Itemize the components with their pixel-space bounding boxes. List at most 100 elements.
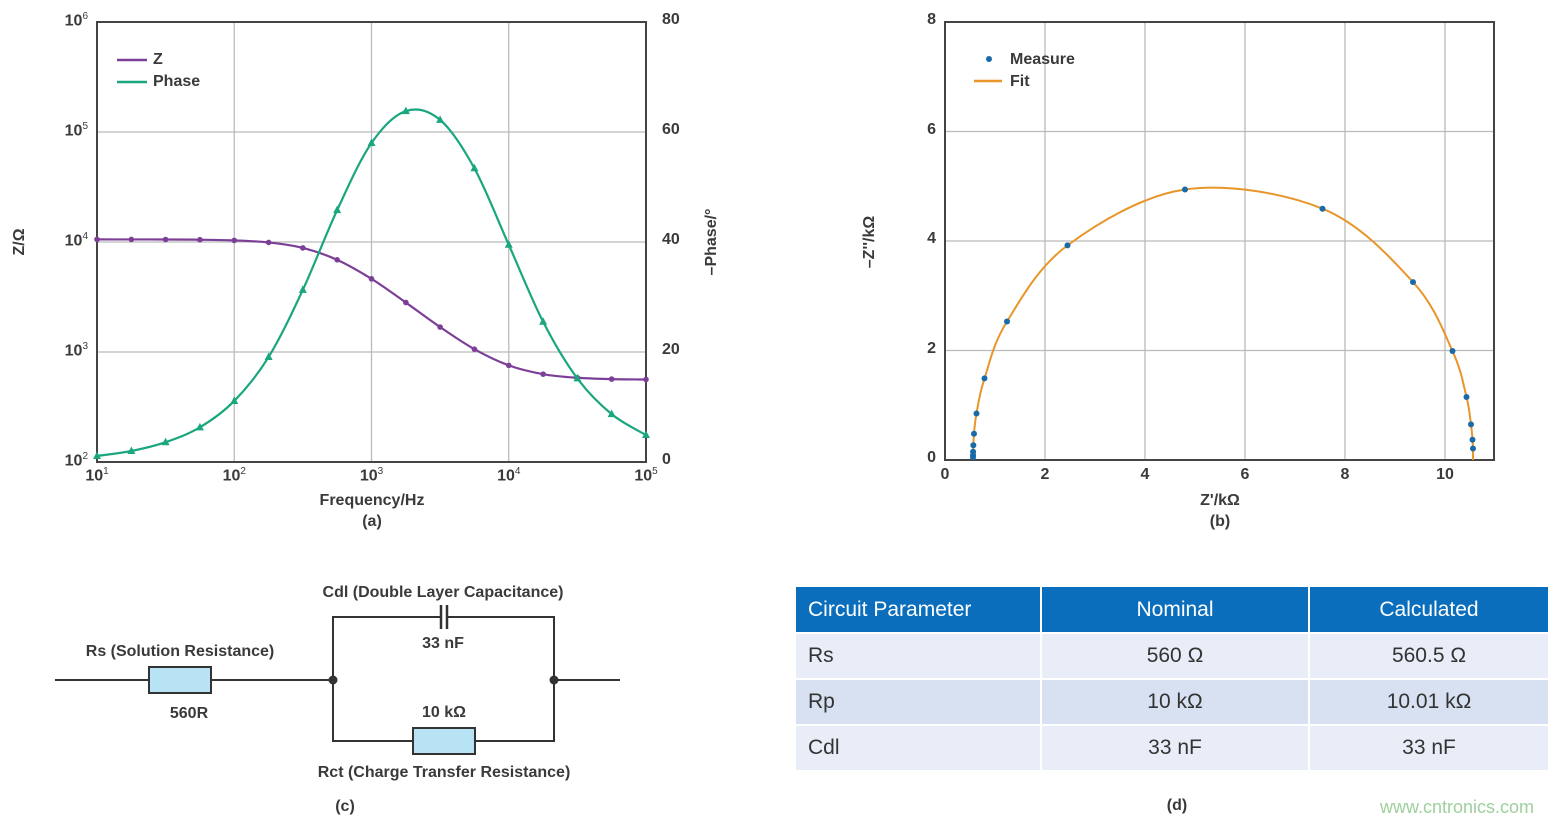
cdl-label: Cdl (Double Layer Capacitance): [322, 584, 564, 601]
measure-point: [1182, 186, 1188, 193]
y2-tick-label: 0: [662, 451, 671, 468]
x-tick-label: 6: [1240, 466, 1250, 483]
x-tick-label: 8: [1340, 466, 1350, 483]
header-nominal: Nominal: [1041, 587, 1310, 633]
header-parameter: Circuit Parameter: [796, 587, 1042, 633]
chart-a-y2label: –Phase/°: [703, 208, 720, 276]
x-tick-label: 101: [85, 466, 109, 485]
measure-point: [1004, 318, 1010, 325]
chart-a-caption: (a): [362, 513, 382, 530]
rs-resistor-icon: [148, 666, 212, 694]
phase-point: [401, 106, 410, 115]
measure-point: [1470, 445, 1476, 452]
phase-point: [195, 422, 204, 431]
z-point: [94, 236, 100, 243]
y-tick-label: 102: [64, 451, 88, 470]
phase-point: [333, 205, 342, 214]
y2-tick-label: 80: [662, 11, 680, 28]
z-point: [368, 276, 375, 282]
z-point: [540, 371, 546, 377]
x-tick-label: 10: [1436, 466, 1454, 483]
z-point: [231, 237, 238, 244]
legend-phase-label: Phase: [153, 73, 201, 90]
phase-point: [93, 451, 101, 459]
z-point: [300, 245, 306, 251]
z-point: [471, 346, 478, 352]
x-tick-label: 102: [222, 466, 246, 485]
circuit-wires: [55, 616, 620, 742]
measure-point: [971, 430, 977, 437]
watermark: www.cntronics.com: [1380, 797, 1535, 817]
rct-label: Rct (Charge Transfer Resistance): [317, 764, 571, 781]
phase-point: [642, 430, 650, 439]
z-point: [437, 324, 443, 330]
phase-point: [436, 115, 445, 123]
table-caption: (d): [1166, 797, 1188, 814]
chart-b-frame: [944, 21, 1495, 461]
cell: Rs: [796, 632, 1042, 679]
y-tick-label: 0: [927, 449, 936, 466]
chart-a-xlabel: Frequency/Hz: [319, 492, 425, 509]
capacitor-icon: [439, 605, 449, 629]
cell: 10 kΩ: [1041, 678, 1310, 725]
rct-resistor-icon: [412, 727, 476, 755]
phase-point: [298, 285, 307, 293]
legend-measure-label: Measure: [1010, 51, 1075, 68]
cell: 560.5 Ω: [1309, 632, 1550, 679]
phase-point: [607, 409, 616, 418]
z-point: [197, 236, 203, 243]
measure-point: [1468, 421, 1474, 428]
legend-fit-label: Fit: [1010, 73, 1030, 90]
x-tick-label: 103: [359, 466, 384, 485]
cell: 33 nF: [1309, 724, 1550, 770]
chart-a-ylabel: Z/Ω: [11, 228, 28, 256]
y2-tick-label: 60: [662, 121, 680, 138]
x-tick-label: 2: [1040, 466, 1050, 483]
z-point: [128, 236, 135, 243]
measure-point: [1469, 436, 1476, 443]
table-row: Cdl 33 nF 33 nF: [796, 724, 1550, 770]
y-tick-label: 8: [927, 11, 936, 28]
z-point: [334, 257, 340, 263]
chart-b-xlabel: Z'/kΩ: [1200, 492, 1240, 509]
y-tick-label: 4: [927, 230, 936, 247]
fit-line: [971, 186, 1475, 461]
node-right: [549, 675, 559, 685]
y-tick-label: 2: [927, 339, 936, 357]
x-tick-label: 0: [940, 466, 950, 483]
cell: 560 Ω: [1041, 632, 1310, 679]
parameter-table: Circuit Parameter Nominal Calculated Rs 5…: [796, 587, 1550, 770]
x-tick-label: 4: [1140, 466, 1150, 483]
measure-point: [1463, 394, 1470, 401]
measure-point: [1449, 348, 1456, 355]
phase-point: [230, 396, 239, 404]
phase-point: [161, 437, 170, 446]
x-tick-label: 105: [634, 466, 658, 485]
phase-point: [127, 446, 136, 454]
z-point: [643, 376, 649, 383]
measure-point: [970, 442, 977, 449]
table-row: Rs 560 Ω 560.5 Ω: [796, 632, 1550, 679]
y2-tick-label: 20: [662, 341, 680, 358]
rct-value: 10 kΩ: [422, 704, 466, 721]
y-tick-label: 104: [64, 231, 88, 250]
measure-point: [1319, 205, 1326, 212]
phase-point: [504, 240, 513, 248]
phase-point: [367, 138, 376, 146]
z-point: [162, 236, 169, 243]
legend-measure-marker: [986, 56, 992, 62]
y-tick-label: 6: [927, 120, 936, 138]
cdl-value: 33 nF: [422, 635, 464, 652]
table-header-row: Circuit Parameter Nominal Calculated: [796, 587, 1550, 633]
cell: Rp: [796, 678, 1042, 725]
phase-point: [264, 352, 273, 360]
z-point: [265, 239, 272, 246]
y2-tick-label: 40: [662, 231, 680, 248]
phase-point: [539, 317, 548, 325]
cell: 33 nF: [1041, 724, 1310, 770]
chart-b-caption: (b): [1209, 513, 1231, 530]
header-calculated: Calculated: [1309, 587, 1550, 633]
z-point: [608, 376, 615, 382]
measure-point: [1064, 242, 1071, 249]
